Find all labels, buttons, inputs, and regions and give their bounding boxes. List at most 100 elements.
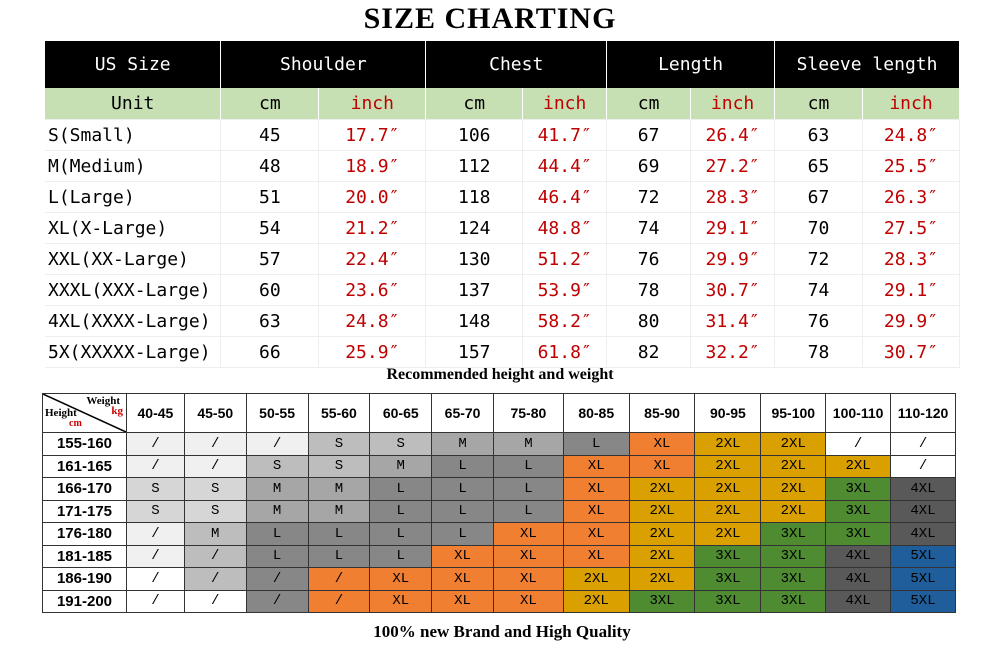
cm-value: 67: [606, 119, 692, 151]
kg-label: kg: [111, 405, 123, 417]
unit-inch: inch: [522, 88, 608, 120]
inch-value: 25.5″: [862, 150, 961, 182]
size-cell: S: [126, 499, 185, 523]
unit-inch: inch: [690, 88, 776, 120]
size-cell: 2XL: [760, 499, 827, 523]
inch-value: 30.7″: [862, 336, 961, 368]
weight-range: 60-65: [369, 393, 433, 433]
height-range: 191-200: [42, 589, 127, 613]
size-cell: XL: [369, 567, 433, 591]
size-cell: 3XL: [628, 589, 696, 613]
size-row: 5X(XXXXX-Large) 66 25.9″ 157 61.8″ 82 32.2″ 78 3…: [45, 336, 961, 368]
inch-value: 28.3″: [862, 243, 961, 275]
size-cell: 2XL: [628, 477, 696, 501]
inch-value: 29.1″: [690, 212, 776, 244]
height-row: 166-170 S S M M L L L XL 2XL 2XL 2XL 3XL 4XL: [42, 477, 956, 501]
unit-cm: cm: [774, 88, 863, 120]
size-cell: L: [245, 544, 309, 568]
unit-cm: cm: [220, 88, 320, 120]
cm-value: 54: [220, 212, 320, 244]
height-range: 181-185: [42, 544, 127, 568]
cm-value: 130: [425, 243, 524, 275]
size-cell: /: [307, 567, 371, 591]
unit-row: Unit cm inch cm inch cm inch cm inch: [45, 88, 961, 120]
height-row: 181-185// L L L XL XL XL 2XL 3XL 3XL 4XL 5XL: [42, 544, 956, 568]
size-cell: L: [431, 454, 494, 478]
size-cell: /: [183, 567, 247, 591]
size-row: S(Small) 45 17.7″ 106 41.7″ 67 26.4″ 63 24.8″: [45, 119, 961, 151]
inch-value: 24.8″: [862, 119, 961, 151]
size-cell: 2XL: [760, 432, 827, 456]
size-cell: /: [825, 432, 892, 456]
size-cell: L: [562, 432, 630, 456]
weight-range: 50-55: [245, 393, 309, 433]
inch-value: 29.9″: [690, 243, 776, 275]
inch-value: 23.6″: [318, 274, 427, 306]
unit-cm: cm: [606, 88, 692, 120]
size-name: 4XL(XXXX-Large): [45, 305, 222, 337]
size-cell: /: [183, 544, 247, 568]
cm-value: 63: [774, 119, 863, 151]
height-row: 161-165// S S M L L XL XL 2XL 2XL 2XL /: [42, 454, 956, 478]
size-cell: M: [369, 454, 433, 478]
size-cell: XL: [562, 477, 630, 501]
size-cell: L: [245, 522, 309, 546]
size-cell: /: [307, 589, 371, 613]
height-row: 155-160// / S S M M L XL 2XL 2XL / /: [42, 432, 956, 456]
unit-inch: inch: [318, 88, 427, 120]
weight-range: 90-95: [694, 393, 762, 433]
height-row: 176-180/M L L L L XL XL 2XL 2XL 3XL 3XL 4XL: [42, 522, 956, 546]
size-cell: 5XL: [890, 544, 956, 568]
cm-value: 137: [425, 274, 524, 306]
inch-value: 26.4″: [690, 119, 776, 151]
size-cell: 3XL: [694, 567, 762, 591]
size-table-header: US Size Shoulder Chest Length Sleeve len…: [45, 41, 960, 88]
weight-range: 80-85: [562, 393, 630, 433]
size-cell: 3XL: [694, 589, 762, 613]
cm-value: 74: [774, 274, 863, 306]
size-cell: 2XL: [760, 477, 827, 501]
height-range: 171-175: [42, 499, 127, 523]
inch-value: 18.9″: [318, 150, 427, 182]
size-cell: L: [369, 499, 433, 523]
size-table: US Size Shoulder Chest Length Sleeve len…: [45, 41, 961, 368]
cm-value: 66: [220, 336, 320, 368]
size-cell: XL: [628, 432, 696, 456]
size-cell: S: [245, 454, 309, 478]
inch-value: 21.2″: [318, 212, 427, 244]
cm-value: 72: [774, 243, 863, 275]
size-cell: L: [307, 522, 371, 546]
height-row: 171-175 S S M M L L L XL 2XL 2XL 2XL 3XL 4XL: [42, 499, 956, 523]
cm-value: 45: [220, 119, 320, 151]
header-chest: Chest: [425, 41, 608, 88]
cm-value: 76: [606, 243, 692, 275]
size-cell: L: [369, 522, 433, 546]
inch-value: 30.7″: [690, 274, 776, 306]
size-cell: /: [245, 589, 309, 613]
size-cell: L: [307, 544, 371, 568]
size-cell: XL: [628, 454, 696, 478]
size-cell: XL: [562, 544, 630, 568]
inch-value: 61.8″: [522, 336, 608, 368]
inch-value: 22.4″: [318, 243, 427, 275]
weight-range: 75-80: [492, 393, 564, 433]
unit-inch: inch: [862, 88, 961, 120]
size-row: XXL(XX-Large) 57 22.4″ 130 51.2″ 76 29.9″ 72 28.…: [45, 243, 961, 275]
size-cell: 2XL: [694, 499, 762, 523]
size-cell: XL: [562, 522, 630, 546]
size-cell: 4XL: [825, 544, 892, 568]
size-cell: 5XL: [890, 589, 956, 613]
weight-range: 95-100: [760, 393, 827, 433]
footer-text: 100% new Brand and High Quality: [373, 622, 631, 641]
weight-range: 55-60: [307, 393, 371, 433]
size-cell: L: [369, 477, 433, 501]
size-cell: 3XL: [825, 477, 892, 501]
height-range: 155-160: [42, 432, 127, 456]
weight-label: Weight: [86, 395, 120, 407]
inch-value: 29.1″: [862, 274, 961, 306]
cm-value: 60: [220, 274, 320, 306]
height-label: Height: [45, 407, 77, 419]
cm-value: 51: [220, 181, 320, 213]
inch-value: 32.2″: [690, 336, 776, 368]
size-cell: S: [369, 432, 433, 456]
